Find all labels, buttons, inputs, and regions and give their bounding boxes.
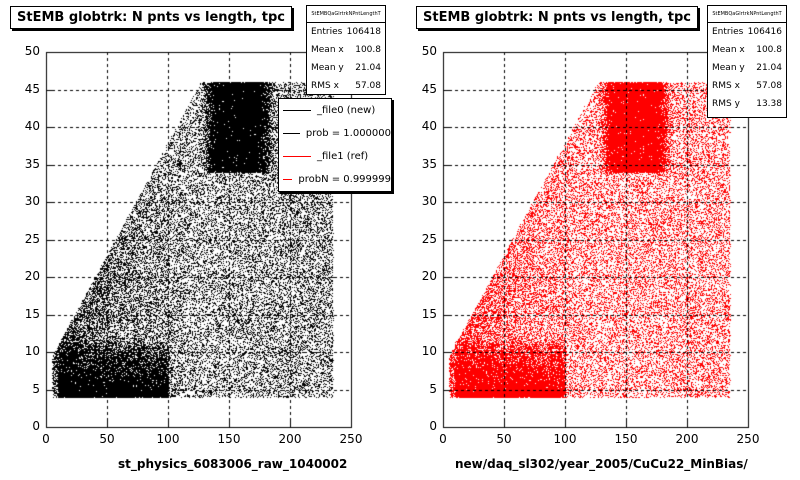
y-tick-label: 35: [421, 156, 437, 171]
x-tick-label: 100: [553, 432, 577, 446]
x-tick-label: 100: [156, 432, 180, 446]
y-tick-label: 15: [24, 306, 40, 321]
y-tick-label: 20: [421, 269, 437, 283]
x-tick-label: 150: [614, 432, 638, 446]
x-tick-label: 250: [339, 432, 363, 446]
x-tick-label: 0: [42, 432, 50, 446]
y-tick-label: 45: [421, 81, 437, 96]
left-stats-box: StEMBQaGlrtrkNPntLengthT Entries 106418 M…: [306, 5, 386, 95]
right-stats-name: StEMBQaGlrtrkNPntLengthT: [708, 6, 786, 23]
y-tick-label: 25: [421, 231, 437, 246]
right-chart-title: StEMB globtrk: N pnts vs length, tpc: [416, 6, 698, 29]
legend-entry: prob = 1.000000: [279, 122, 391, 145]
x-tick-label: 150: [217, 432, 241, 446]
y-tick-label: 40: [421, 119, 437, 133]
left-stats-name: StEMBQaGlrtrkNPntLengthT: [307, 6, 385, 23]
left-stats-row: RMS x 57.08: [311, 81, 381, 91]
legend-box: _file0 (new) prob = 1.000000 _file1 (ref…: [278, 98, 392, 192]
right-stats-row: RMS y 13.38: [712, 99, 782, 109]
y-tick-label: 0: [32, 419, 40, 433]
right-stats-row: Mean y 21.04: [712, 63, 782, 73]
legend-entry: _file0 (new): [279, 99, 391, 122]
right-stats-row: RMS x 57.08: [712, 81, 782, 91]
x-tick-label: 200: [278, 432, 302, 446]
legend-swatch: [283, 179, 293, 180]
left-stats-row: Mean y 21.04: [311, 63, 381, 73]
y-tick-label: 40: [24, 119, 40, 133]
right-x-axis-title: new/daq_sl302/year_2005/CuCu22_MinBias/: [455, 457, 748, 471]
y-tick-label: 30: [24, 194, 40, 208]
y-tick-label: 5: [429, 381, 437, 396]
legend-swatch: [283, 110, 311, 111]
y-tick-label: 50: [24, 44, 40, 58]
right-stats-row: Mean x 100.8: [712, 45, 782, 55]
right-stats-box: StEMBQaGlrtrkNPntLengthT Entries 106416 M…: [707, 5, 787, 118]
y-tick-label: 5: [32, 381, 40, 396]
y-tick-label: 20: [24, 269, 40, 283]
y-tick-label: 15: [421, 306, 437, 321]
x-tick-label: 0: [439, 432, 447, 446]
legend-entry: _file1 (ref): [279, 145, 391, 168]
right-stats-row: Entries 106416: [712, 27, 782, 37]
y-tick-label: 10: [421, 344, 437, 358]
legend-swatch: [283, 156, 311, 157]
x-tick-label: 250: [736, 432, 760, 446]
y-tick-label: 10: [24, 344, 40, 358]
y-tick-label: 30: [421, 194, 437, 208]
legend-swatch: [283, 133, 300, 134]
y-tick-label: 25: [24, 231, 40, 246]
x-tick-label: 50: [496, 432, 512, 446]
y-tick-label: 45: [24, 81, 40, 96]
left-stats-row: Entries 106418: [311, 27, 381, 37]
y-tick-label: 35: [24, 156, 40, 171]
x-tick-label: 200: [675, 432, 699, 446]
y-tick-label: 50: [421, 44, 437, 58]
left-x-axis-title: st_physics_6083006_raw_1040002: [118, 457, 348, 471]
x-tick-label: 50: [99, 432, 115, 446]
y-tick-label: 0: [429, 419, 437, 433]
left-stats-row: Mean x 100.8: [311, 45, 381, 55]
legend-entry: probN = 0.999999: [279, 168, 391, 191]
left-chart-title: StEMB globtrk: N pnts vs length, tpc: [10, 6, 292, 29]
